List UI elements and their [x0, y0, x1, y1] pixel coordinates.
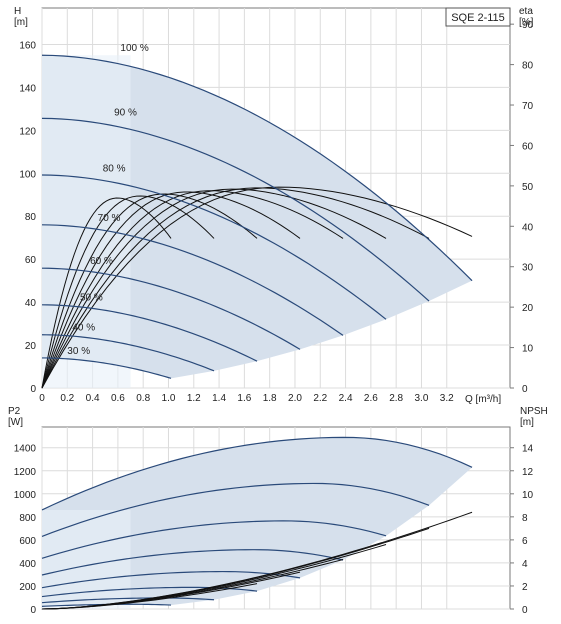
- head-curve-line: [41, 304, 258, 362]
- x-tick-label: 0.2: [60, 393, 74, 404]
- x-tick-label: 1.6: [237, 393, 251, 404]
- y-right-tick-label: 50: [522, 182, 534, 193]
- power-curve-line: [41, 549, 344, 576]
- head-curve-line: [41, 357, 172, 379]
- x-tick-label: 3.2: [440, 393, 454, 404]
- y-right-tick-label: 14: [522, 444, 534, 455]
- speed-label: 90 %: [114, 108, 137, 119]
- y-right-tick-label: 10: [522, 490, 534, 501]
- speed-label: 50 %: [80, 292, 103, 303]
- y-right-tick-label: 4: [522, 559, 528, 570]
- y-left-tick-label: 1000: [14, 490, 37, 501]
- head-curves: [41, 54, 473, 379]
- x-tick-label: 0.4: [86, 393, 100, 404]
- speed-label: 70 %: [98, 213, 121, 224]
- y-right-tick-label: 90: [522, 20, 534, 31]
- power-axes: 0 200 400 600 800 1000 1200 1400 0 2 4 6 8 10 12 14: [14, 444, 534, 616]
- y-left-tick-label: 400: [19, 559, 36, 570]
- head-axes: 0 0.2 0.4 0.6 0.8 1.0 1.2 1.4 1.6 1.8 2.0 2.2 2.4 2.6…: [19, 20, 533, 404]
- x-tick-label: 1.2: [187, 393, 201, 404]
- y-left-tick-label: 100: [19, 169, 36, 180]
- power-curve-line: [41, 597, 215, 604]
- y-left-tick-label: 0: [30, 605, 36, 616]
- y-right-tick-label: 12: [522, 467, 534, 478]
- y-left-tick-label: 800: [19, 513, 36, 524]
- efficiency-curve-line: [41, 193, 258, 389]
- power-curves: [41, 436, 473, 607]
- head-curve-line: [41, 334, 215, 372]
- speed-labels: 100 % 90 % 80 % 70 % 60 % 50 % 40 % 30 %: [67, 43, 149, 357]
- x-tick-label: 1.0: [162, 393, 176, 404]
- y-left-tick-label: 20: [25, 341, 37, 352]
- y-right-tick-label: 70: [522, 101, 534, 112]
- x-tick-label: 2.0: [288, 393, 302, 404]
- operating-band: [42, 55, 473, 379]
- y-left-tick-label: 140: [19, 83, 36, 94]
- speed-label: 60 %: [90, 256, 113, 267]
- efficiency-curve-line: [41, 186, 473, 389]
- x-tick-label: 0.8: [136, 393, 150, 404]
- y-left-tick-label: 60: [25, 255, 37, 266]
- y-right-tick-label: 80: [522, 61, 534, 72]
- y-left-tick-label: 0: [30, 384, 36, 395]
- power-curve-line: [41, 482, 430, 537]
- x-tick-label: 0.6: [111, 393, 125, 404]
- y-left-tick-label: 200: [19, 582, 36, 593]
- head-curve-line: [41, 267, 301, 350]
- y-right-tick-label: 10: [522, 344, 534, 355]
- y-left-label-top: H [m]: [14, 6, 28, 28]
- y-right-tick-label: 30: [522, 263, 534, 274]
- y-right-tick-label: 40: [522, 222, 534, 233]
- speed-label: 40 %: [72, 322, 95, 333]
- y-right-tick-label: 2: [522, 582, 528, 593]
- npsh-curves: [41, 511, 473, 610]
- y-right-tick-label: 20: [522, 303, 534, 314]
- y-right-tick-label: 8: [522, 513, 528, 524]
- head-curve-line: [41, 224, 344, 336]
- head-curve-line: [41, 54, 473, 282]
- y-right-tick-label: 0: [522, 384, 528, 395]
- y-left-tick-label: 40: [25, 298, 37, 309]
- x-tick-label: 0: [39, 393, 45, 404]
- power-curve-line: [41, 520, 387, 559]
- y-right-label-top: eta [%]: [519, 6, 534, 28]
- x-tick-label: 3.0: [415, 393, 429, 404]
- y-left-tick-label: 160: [19, 40, 36, 51]
- y-left-label-bottom: P2 [W]: [8, 406, 23, 428]
- y-right-tick-label: 6: [522, 536, 528, 547]
- head-operating-area: [42, 55, 473, 389]
- title-box: [445, 7, 511, 27]
- x-axis-label: Q [m³/h]: [465, 394, 501, 405]
- efficiency-curve-line: [41, 195, 215, 389]
- speed-label: 100 %: [120, 43, 148, 54]
- efficiency-curve-line: [41, 197, 172, 389]
- x-tick-label: 2.6: [364, 393, 378, 404]
- y-right-label-bottom: NPSH [m]: [520, 406, 548, 428]
- power-curve-line: [41, 436, 473, 511]
- y-left-tick-label: 120: [19, 126, 36, 137]
- speed-label: 30 %: [67, 346, 90, 357]
- speed-label: 80 %: [103, 163, 126, 174]
- low-flow-zone: [42, 509, 131, 609]
- x-tick-label: 1.8: [263, 393, 277, 404]
- efficiency-curves: [41, 186, 473, 389]
- head-curve-line: [41, 117, 430, 302]
- y-left-tick-label: 80: [25, 212, 37, 223]
- x-tick-label: 2.4: [339, 393, 353, 404]
- y-left-tick-label: 1200: [14, 467, 37, 478]
- efficiency-curve-line: [41, 191, 301, 389]
- x-tick-label: 2.8: [389, 393, 403, 404]
- head-curve-line: [41, 174, 387, 320]
- y-right-tick-label: 0: [522, 605, 528, 616]
- chart-title: SQE 2-115: [451, 12, 505, 24]
- y-right-tick-label: 60: [522, 141, 534, 152]
- y-left-tick-label: 1400: [14, 444, 37, 455]
- y-left-tick-label: 600: [19, 536, 36, 547]
- low-flow-zone: [42, 55, 131, 389]
- x-tick-label: 1.4: [212, 393, 226, 404]
- x-tick-label: 2.2: [313, 393, 327, 404]
- npsh-curve-line: [41, 583, 258, 610]
- power-curve-line: [41, 570, 301, 589]
